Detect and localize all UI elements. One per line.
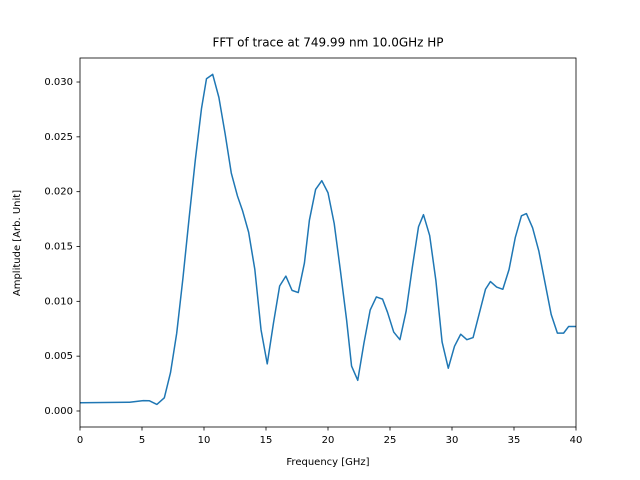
- data-line: [79, 73, 576, 406]
- chart-title: FFT of trace at 749.99 nm 10.0GHz HP: [212, 36, 443, 50]
- y-tick-label: 0.015: [44, 242, 73, 253]
- y-axis-label: Amplitude [Arb. Unit]: [12, 190, 23, 296]
- x-tick-label: 40: [570, 435, 583, 446]
- x-tick-label: 5: [139, 435, 145, 446]
- y-tick-label: 0.030: [44, 77, 73, 88]
- x-tick-label: 25: [384, 435, 397, 446]
- x-tick-label: 20: [322, 435, 335, 446]
- plot-frame: [79, 57, 577, 428]
- y-tick-label: 0.000: [44, 406, 73, 417]
- x-tick-label: 30: [446, 435, 459, 446]
- x-tick-label: 35: [508, 435, 521, 446]
- x-tick-label: 10: [198, 435, 211, 446]
- y-tick-label: 0.025: [44, 132, 73, 143]
- y-tick-label: 0.010: [44, 296, 73, 307]
- x-tick-label: 0: [77, 435, 83, 446]
- y-tick-label: 0.005: [44, 351, 73, 362]
- x-tick-label: 15: [260, 435, 273, 446]
- y-tick-label: 0.020: [44, 187, 73, 198]
- x-axis-label: Frequency [GHz]: [286, 457, 369, 468]
